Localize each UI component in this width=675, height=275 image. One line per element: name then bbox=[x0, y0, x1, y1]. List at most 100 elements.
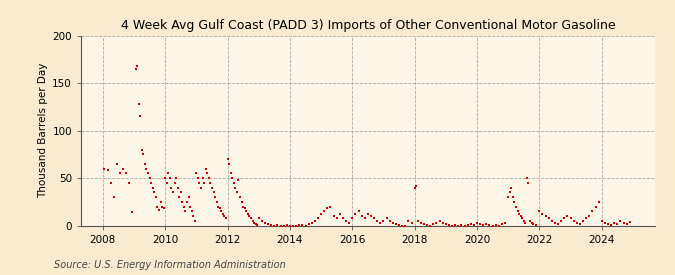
Point bbox=[394, 222, 404, 227]
Point bbox=[409, 185, 420, 190]
Point bbox=[350, 212, 361, 216]
Point bbox=[115, 171, 126, 175]
Point bbox=[127, 210, 138, 214]
Point bbox=[105, 181, 116, 185]
Point bbox=[344, 221, 354, 225]
Point bbox=[309, 219, 320, 223]
Point bbox=[418, 221, 429, 226]
Point bbox=[584, 214, 595, 218]
Point bbox=[197, 176, 208, 180]
Point bbox=[603, 221, 614, 226]
Point bbox=[266, 222, 277, 227]
Point bbox=[186, 209, 197, 213]
Point bbox=[102, 168, 113, 173]
Point bbox=[524, 219, 535, 223]
Title: 4 Week Avg Gulf Coast (PADD 3) Imports of Other Conventional Motor Gasoline: 4 Week Avg Gulf Coast (PADD 3) Imports o… bbox=[121, 19, 615, 32]
Point bbox=[397, 223, 408, 228]
Point bbox=[375, 221, 385, 225]
Point bbox=[205, 181, 216, 185]
Point bbox=[615, 219, 626, 223]
Point bbox=[549, 221, 560, 225]
Point bbox=[200, 166, 211, 171]
Point bbox=[475, 221, 485, 226]
Point bbox=[515, 214, 526, 218]
Point bbox=[378, 219, 389, 223]
Point bbox=[109, 195, 119, 199]
Point bbox=[165, 176, 176, 180]
Point bbox=[362, 212, 373, 216]
Point bbox=[236, 200, 247, 204]
Point bbox=[211, 200, 222, 204]
Point bbox=[434, 219, 445, 223]
Point bbox=[425, 223, 435, 228]
Point bbox=[99, 166, 110, 171]
Point bbox=[160, 176, 171, 180]
Point bbox=[260, 221, 271, 225]
Point bbox=[514, 212, 524, 216]
Point bbox=[411, 183, 422, 188]
Point bbox=[303, 221, 314, 226]
Point bbox=[366, 214, 377, 218]
Point bbox=[459, 223, 470, 228]
Point bbox=[253, 216, 264, 220]
Point bbox=[194, 181, 205, 185]
Point bbox=[202, 171, 213, 175]
Point bbox=[328, 214, 339, 218]
Point bbox=[182, 200, 192, 204]
Point bbox=[447, 223, 458, 228]
Point bbox=[547, 219, 558, 223]
Point bbox=[213, 204, 223, 209]
Point bbox=[403, 219, 414, 223]
Point bbox=[384, 219, 395, 223]
Point bbox=[248, 221, 259, 225]
Point bbox=[183, 195, 194, 199]
Point bbox=[331, 216, 342, 220]
Point bbox=[462, 222, 473, 227]
Point bbox=[196, 185, 207, 190]
Point bbox=[341, 219, 352, 223]
Point bbox=[325, 204, 336, 209]
Point bbox=[422, 222, 433, 227]
Point bbox=[288, 223, 298, 228]
Point bbox=[510, 204, 521, 209]
Point bbox=[178, 204, 189, 209]
Point bbox=[163, 171, 173, 175]
Point bbox=[242, 212, 253, 216]
Point bbox=[300, 223, 311, 228]
Point bbox=[140, 162, 151, 166]
Point bbox=[490, 222, 501, 227]
Point bbox=[285, 223, 296, 228]
Point bbox=[400, 223, 410, 228]
Point bbox=[136, 147, 147, 152]
Point bbox=[219, 214, 230, 218]
Point bbox=[191, 171, 202, 175]
Point bbox=[215, 206, 225, 211]
Point bbox=[222, 157, 233, 161]
Point bbox=[334, 212, 345, 216]
Point bbox=[512, 209, 523, 213]
Point bbox=[590, 204, 601, 209]
Point bbox=[440, 221, 451, 226]
Point bbox=[313, 216, 323, 220]
Point bbox=[443, 222, 454, 227]
Point bbox=[468, 222, 479, 227]
Point bbox=[612, 221, 623, 226]
Point bbox=[228, 181, 239, 185]
Point bbox=[146, 181, 157, 185]
Point bbox=[155, 200, 166, 204]
Point bbox=[230, 185, 241, 190]
Point bbox=[406, 221, 417, 225]
Point bbox=[177, 200, 188, 204]
Point bbox=[347, 216, 358, 220]
Point bbox=[574, 221, 585, 226]
Point bbox=[294, 222, 304, 227]
Point bbox=[319, 209, 329, 213]
Point bbox=[624, 219, 635, 224]
Point bbox=[210, 195, 221, 199]
Point bbox=[174, 195, 185, 199]
Point bbox=[356, 214, 367, 218]
Point bbox=[523, 181, 534, 185]
Point bbox=[416, 221, 427, 225]
Point bbox=[225, 171, 236, 175]
Point bbox=[142, 171, 153, 175]
